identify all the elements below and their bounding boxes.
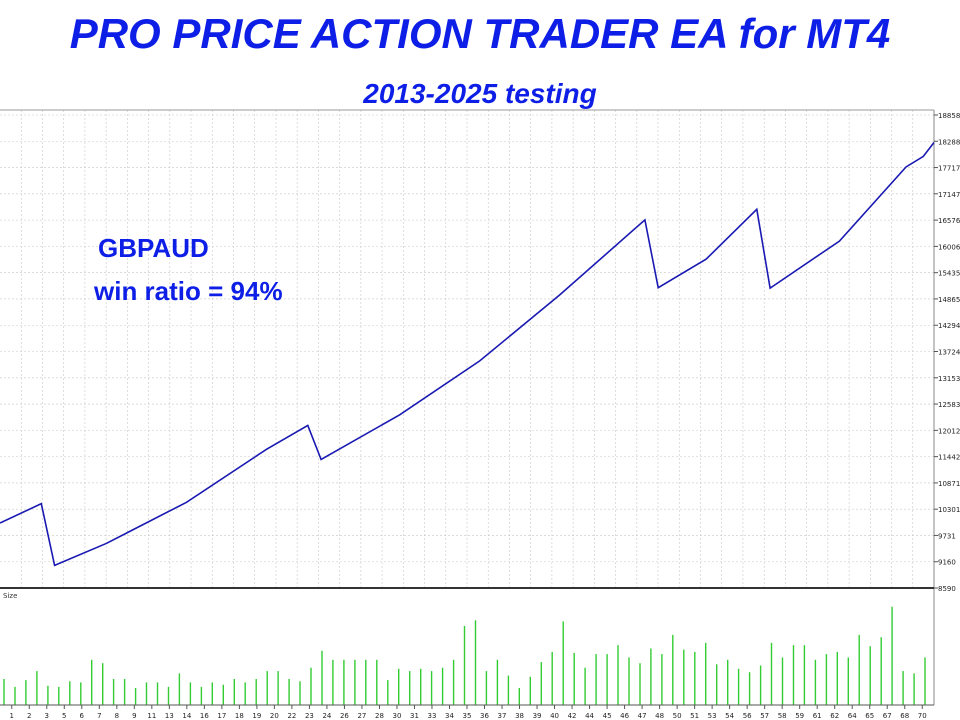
x-tick-label: 51 — [690, 712, 699, 720]
pair-label: GBPAUD — [98, 233, 209, 263]
x-tick-label: 42 — [568, 712, 577, 720]
equity-line — [0, 142, 935, 567]
x-tick-label: 70 — [918, 712, 927, 720]
y-tick-label: 18288 — [938, 138, 960, 146]
y-tick-label: 16006 — [938, 243, 960, 251]
x-tick-label: 2 — [27, 712, 31, 720]
main-grid — [0, 110, 934, 589]
x-tick-label: 23 — [305, 712, 314, 720]
x-tick-label: 30 — [393, 712, 402, 720]
y-tick-label: 14294 — [938, 322, 960, 330]
x-tick-label: 39 — [533, 712, 542, 720]
x-tick-label: 28 — [375, 712, 384, 720]
x-tick-label: 9 — [132, 712, 136, 720]
x-tick-label: 11 — [147, 712, 156, 720]
volume-bars — [3, 606, 926, 705]
x-tick-label: 54 — [725, 712, 734, 720]
x-tick-label: 48 — [655, 712, 664, 720]
y-tick-label: 13153 — [938, 375, 960, 383]
y-tick-label: 13724 — [938, 349, 960, 357]
x-tick-label: 24 — [322, 712, 331, 720]
y-tick-label: 14865 — [938, 296, 960, 304]
x-tick-label: 33 — [428, 712, 437, 720]
x-tick-label: 17 — [217, 712, 226, 720]
chart-title: PRO PRICE ACTION TRADER EA for MT4 — [69, 10, 891, 57]
x-tick-label: 22 — [287, 712, 296, 720]
y-tick-label: 18858 — [938, 112, 960, 120]
y-tick-label: 15435 — [938, 270, 960, 278]
x-axis-ticks: 1 2 3 5 6 7 8 9 11 13 14 16 17 18 19 20 22 23 24 26 27 28 30 31… — [10, 705, 927, 720]
x-tick-label: 44 — [585, 712, 594, 720]
x-tick-label: 59 — [795, 712, 804, 720]
y-tick-label: 10871 — [938, 480, 960, 488]
x-tick-label: 19 — [252, 712, 261, 720]
y-tick-label: 17717 — [938, 165, 960, 173]
x-tick-label: 47 — [638, 712, 647, 720]
y-tick-label: 11442 — [938, 454, 960, 462]
x-tick-label: 18 — [235, 712, 244, 720]
x-tick-label: 38 — [515, 712, 524, 720]
x-tick-label: 40 — [550, 712, 559, 720]
x-tick-label: 37 — [498, 712, 507, 720]
x-tick-label: 26 — [340, 712, 349, 720]
x-tick-label: 45 — [603, 712, 612, 720]
x-tick-label: 50 — [673, 712, 682, 720]
x-tick-label: 16 — [200, 712, 209, 720]
x-tick-label: 65 — [865, 712, 874, 720]
x-tick-label: 5 — [62, 712, 66, 720]
y-tick-label: 8590 — [938, 585, 956, 593]
x-tick-label: 67 — [883, 712, 892, 720]
x-tick-label: 20 — [270, 712, 279, 720]
x-tick-label: 56 — [743, 712, 752, 720]
y-tick-label: 16576 — [938, 217, 960, 225]
x-tick-label: 58 — [778, 712, 787, 720]
x-tick-label: 61 — [813, 712, 822, 720]
x-tick-label: 53 — [708, 712, 717, 720]
x-tick-label: 36 — [480, 712, 489, 720]
x-tick-label: 35 — [463, 712, 472, 720]
y-tick-label: 9731 — [938, 532, 956, 540]
x-tick-label: 8 — [115, 712, 119, 720]
x-tick-label: 6 — [80, 712, 85, 720]
x-tick-label: 46 — [620, 712, 629, 720]
x-tick-label: 64 — [848, 712, 857, 720]
y-tick-label: 10301 — [938, 506, 960, 514]
y-tick-label: 9160 — [938, 559, 956, 567]
y-tick-label: 12012 — [938, 427, 960, 435]
x-tick-label: 3 — [45, 712, 49, 720]
x-tick-label: 7 — [97, 712, 101, 720]
x-tick-label: 31 — [410, 712, 419, 720]
x-tick-label: 34 — [445, 712, 454, 720]
x-tick-label: 62 — [830, 712, 839, 720]
x-tick-label: 14 — [182, 712, 191, 720]
x-tick-label: 1 — [10, 712, 14, 720]
win-ratio-label: win ratio = 94% — [94, 276, 283, 306]
y-tick-label: 12583 — [938, 401, 960, 409]
x-tick-label: 13 — [165, 712, 174, 720]
y-tick-label: 17147 — [938, 191, 960, 199]
x-tick-label: 27 — [357, 712, 366, 720]
x-tick-label: 68 — [900, 712, 909, 720]
chart-subtitle: 2013-2025 testing — [363, 78, 597, 109]
y-axis-ticks: 18858 18288 17717 17147 16576 16006 15435 14865… — [934, 112, 960, 593]
volume-panel-label: Size — [3, 592, 17, 600]
x-tick-label: 57 — [760, 712, 769, 720]
